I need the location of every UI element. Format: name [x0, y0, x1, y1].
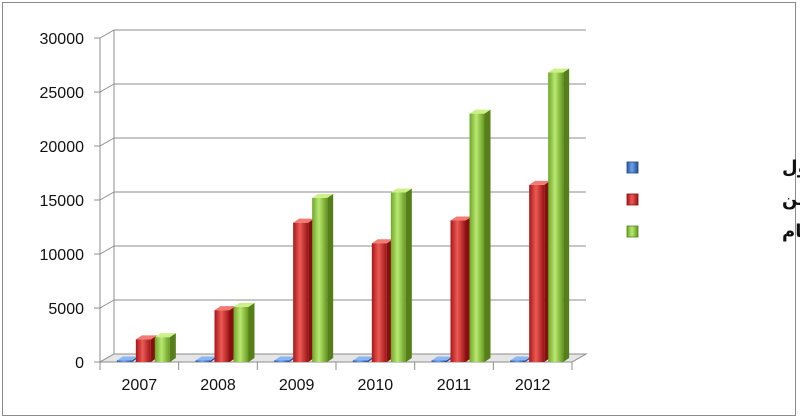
- bar-top: [529, 180, 551, 185]
- gridline-depth: [99, 137, 115, 147]
- legend-swatch: [626, 193, 639, 206]
- x-tick-label: 2008: [200, 377, 236, 394]
- bar-top: [195, 356, 217, 361]
- tick-labels: 0 5000 10000 15000 20000 25000 30000 2007 2008 20…: [40, 31, 551, 394]
- bar-top: [116, 356, 138, 361]
- x-tick-label: 2011: [437, 377, 472, 394]
- x-tick-label: 2010: [358, 377, 394, 394]
- bar: [450, 220, 466, 362]
- bar: [390, 192, 406, 362]
- bar-top: [390, 188, 412, 193]
- y-tick-label: 15000: [40, 193, 85, 210]
- bar: [116, 360, 132, 362]
- bar: [312, 197, 328, 362]
- gridline-depth: [99, 29, 115, 39]
- y-tick-label: 25000: [40, 85, 85, 102]
- legend-swatch: [626, 225, 639, 238]
- x-tick-label: 2009: [279, 377, 315, 394]
- bar: [510, 360, 526, 362]
- x-tick-label: 2012: [515, 377, 551, 394]
- bar: [154, 337, 170, 362]
- bar-top: [135, 335, 157, 340]
- gridline-depth: [99, 299, 115, 309]
- bar-top: [233, 302, 255, 307]
- bar: [352, 360, 368, 362]
- bar-top: [510, 356, 532, 361]
- bar-top: [274, 356, 296, 361]
- bar-top: [154, 333, 176, 338]
- gridline-depth: [99, 245, 115, 255]
- bar-side: [405, 188, 412, 362]
- bar-side: [484, 109, 491, 362]
- bar: [529, 184, 545, 362]
- bar: [195, 360, 211, 362]
- axes: [94, 30, 588, 370]
- bar-side: [169, 333, 176, 362]
- legend-entry: عدد الدول: [782, 157, 800, 178]
- bar: [469, 113, 485, 362]
- legend-entry: عدد المتكفلين: [782, 189, 800, 210]
- bar-side: [563, 68, 570, 362]
- y-tick-label: 5000: [48, 301, 84, 318]
- bar-side: [248, 302, 255, 362]
- bar-top: [371, 239, 393, 244]
- bar: [431, 360, 447, 362]
- bar-top: [469, 109, 491, 114]
- bar: [214, 310, 230, 362]
- y-tick-label: 20000: [40, 139, 85, 156]
- bar-top: [293, 218, 315, 223]
- bar: [293, 222, 309, 362]
- x-tick-label: 2007: [122, 377, 158, 394]
- bars: [116, 68, 570, 362]
- bar: [548, 72, 564, 362]
- bar-top: [450, 216, 472, 221]
- legend-entry: عدد الايتام: [782, 221, 800, 242]
- bar-side: [327, 193, 334, 362]
- gridline-depth: [99, 83, 115, 93]
- bar-top: [431, 356, 453, 361]
- bar-top: [214, 306, 236, 311]
- bar: [274, 360, 290, 362]
- bar: [135, 339, 151, 362]
- y-tick-label: 10000: [40, 247, 85, 264]
- bar-top: [312, 193, 334, 198]
- bar: [371, 243, 387, 362]
- gridlines: [99, 29, 586, 363]
- y-tick-label: 30000: [40, 31, 85, 48]
- gridline-depth: [99, 191, 115, 201]
- legend-swatch: [626, 161, 639, 174]
- bar-top: [352, 356, 374, 361]
- y-tick-label: 0: [75, 355, 84, 372]
- bar: [233, 306, 249, 362]
- bar-top: [548, 68, 570, 73]
- legend: عدد الدول عدد المتكفلين عدد الايتام: [626, 157, 800, 242]
